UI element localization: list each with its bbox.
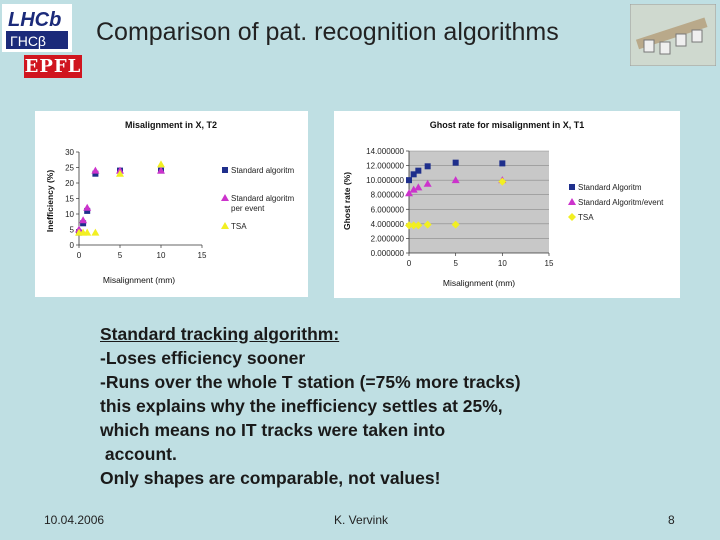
data-point — [409, 221, 418, 230]
chart-title: Ghost rate for misalignment in X, T1 — [430, 120, 585, 130]
legend-marker — [222, 167, 228, 173]
data-point — [452, 159, 459, 166]
footer-author: K. Vervink — [334, 513, 389, 527]
x-tick-label: 15 — [198, 251, 207, 260]
y-tick-label: 10 — [65, 210, 74, 219]
data-point — [116, 169, 124, 177]
data-point — [83, 203, 92, 211]
legend-marker — [569, 184, 575, 190]
data-point — [423, 179, 432, 187]
data-point — [84, 207, 91, 214]
data-point — [451, 176, 460, 184]
data-point — [414, 183, 423, 191]
notes-line: this explains why the inefficiency settl… — [100, 396, 503, 416]
y-tick-label: 12.000000 — [366, 162, 404, 171]
legend-label: Standard Algoritm/event — [578, 198, 664, 207]
notes-heading: Standard tracking algorithm: — [100, 324, 340, 344]
x-tick-label: 10 — [157, 251, 166, 260]
y-tick-label: 5 — [70, 226, 75, 235]
data-point — [405, 221, 413, 230]
legend-label: TSA — [578, 213, 594, 222]
y-axis-label: Inefficiency (%) — [45, 170, 55, 233]
legend-label: Standard algoritm per event — [231, 194, 294, 213]
x-tick-label: 15 — [545, 259, 554, 268]
legend-marker — [221, 222, 229, 229]
legend-label: TSA — [231, 222, 247, 231]
x-tick-label: 5 — [118, 251, 123, 260]
y-tick-label: 20 — [65, 179, 74, 188]
x-axis-label: Misalignment (mm) — [443, 278, 515, 288]
data-point — [91, 166, 100, 174]
data-point — [415, 167, 422, 174]
data-point — [424, 163, 431, 170]
chart-ghost-rate: Ghost rate for misalignment in X, T1 0.00… — [334, 111, 680, 298]
data-point — [91, 228, 100, 236]
y-tick-label: 2.000000 — [371, 234, 405, 243]
data-point — [80, 220, 87, 227]
data-point — [410, 171, 417, 178]
data-point — [157, 160, 165, 168]
detector-image — [629, 3, 717, 67]
footer-page-number: 8 — [668, 513, 675, 527]
y-tick-label: 15 — [65, 195, 74, 204]
x-tick-label: 5 — [453, 259, 458, 268]
svg-text:ΓHCβ: ΓHCβ — [10, 33, 46, 49]
data-point — [405, 189, 413, 197]
y-tick-label: 8.000000 — [371, 191, 405, 200]
data-point — [414, 221, 423, 230]
chart-title: Misalignment in X, T2 — [125, 120, 217, 130]
chart-inefficiency: Misalignment in X, T2 0 5 10 15 20 25 30 0 5 10 15 M… — [35, 111, 308, 297]
y-tick-label: 10.000000 — [366, 176, 404, 185]
legend-marker — [221, 194, 229, 201]
data-point — [406, 177, 412, 184]
x-tick-label: 0 — [407, 259, 412, 268]
y-tick-label: 0 — [70, 241, 75, 250]
y-tick-label: 6.000000 — [371, 205, 405, 214]
data-point — [83, 228, 92, 236]
notes-line: -Loses efficiency sooner — [100, 348, 306, 368]
y-tick-label: 30 — [65, 148, 74, 157]
notes-line: Only shapes are comparable, not values! — [100, 468, 441, 488]
y-tick-label: 14.000000 — [366, 147, 404, 156]
notes-line: -Runs over the whole T station (=75% mor… — [100, 372, 521, 392]
lhcb-logo: LHCb ΓHCβ — [2, 4, 72, 52]
legend-label: Standard Algoritm — [578, 183, 642, 192]
data-point — [498, 177, 507, 186]
legend-label: Standard algoritm — [231, 166, 294, 175]
data-point — [92, 170, 99, 177]
x-tick-label: 0 — [77, 251, 82, 260]
data-point — [79, 216, 88, 224]
y-tick-label: 0.000000 — [371, 249, 405, 258]
y-axis-label: Ghost rate (%) — [342, 172, 352, 230]
y-tick-label: 25 — [65, 164, 74, 173]
svg-text:LHCb: LHCb — [8, 9, 61, 31]
x-axis-label: Misalignment (mm) — [103, 275, 175, 285]
data-point — [409, 185, 418, 193]
y-tick-label: 4.000000 — [371, 220, 405, 229]
legend-marker — [568, 213, 576, 221]
chart-ghost-rate-svg: Ghost rate for misalignment in X, T1 0.00… — [342, 120, 664, 288]
plot-area — [409, 151, 549, 253]
epfl-logo: EPFL — [24, 55, 82, 78]
notes-block: Standard tracking algorithm: -Loses effi… — [100, 322, 521, 490]
x-tick-label: 10 — [498, 259, 507, 268]
data-point — [157, 166, 165, 174]
slide-title: Comparison of pat. recognition algorithm… — [96, 18, 559, 46]
notes-line: account. — [100, 444, 177, 464]
notes-line: which means no IT tracks were taken into — [100, 420, 446, 440]
footer-date: 10.04.2006 — [44, 513, 105, 527]
legend-marker — [568, 198, 576, 205]
chart-inefficiency-svg: Misalignment in X, T2 0 5 10 15 20 25 30 0 5 10 15 M… — [45, 120, 294, 285]
data-point — [499, 160, 506, 167]
data-point — [423, 220, 432, 229]
data-point — [451, 220, 460, 229]
